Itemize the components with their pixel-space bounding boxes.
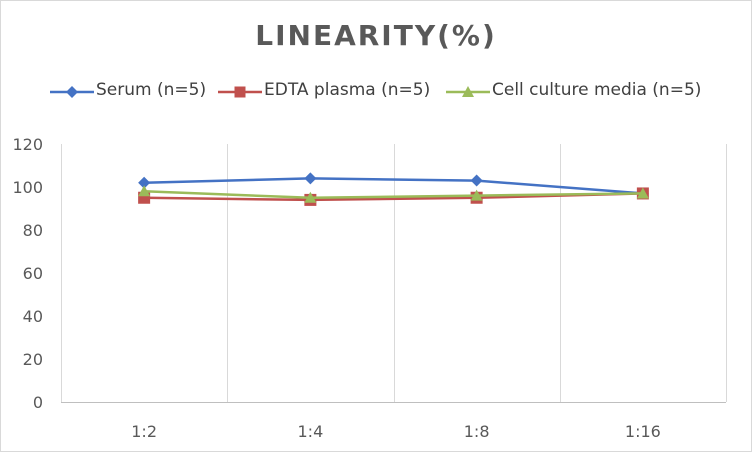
series-line-2 <box>144 190 643 200</box>
y-tick-label: 120 <box>12 135 43 154</box>
legend-marker-cell-culture-media <box>446 86 490 97</box>
data-point-triangle <box>636 187 649 199</box>
data-point-triangle <box>138 185 151 197</box>
x-tick-label: 1:8 <box>464 422 490 441</box>
data-point-diamond <box>138 176 151 189</box>
legend-label-edta-plasma: EDTA plasma (n=5) <box>264 80 431 100</box>
data-point-diamond <box>470 174 483 187</box>
y-tick-label: 0 <box>33 393 43 412</box>
legend-label-cell-culture-media: Cell culture media (n=5) <box>492 80 702 100</box>
series-line-0 <box>144 177 643 195</box>
x-tick-label: 1:4 <box>298 422 324 441</box>
y-tick-label: 60 <box>23 264 43 283</box>
data-point-triangle <box>304 191 317 203</box>
legend-label-serum: Serum (n=5) <box>96 80 207 100</box>
y-tick-label: 100 <box>12 178 43 197</box>
x-tick-label: 1:16 <box>625 422 661 441</box>
y-tick-label: 40 <box>23 307 43 326</box>
data-point-diamond <box>304 172 317 185</box>
y-tick-label: 80 <box>23 221 43 240</box>
chart-title: LINEARITY(%) <box>255 19 497 52</box>
x-tick-label: 1:2 <box>131 422 157 441</box>
legend-marker-edta-plasma <box>218 86 262 98</box>
data-point-triangle <box>470 189 483 201</box>
legend-marker-serum <box>50 86 94 98</box>
y-tick-label: 20 <box>23 350 43 369</box>
legend: Serum (n=5) EDTA plasma (n=5) Cell cultu… <box>0 79 752 105</box>
